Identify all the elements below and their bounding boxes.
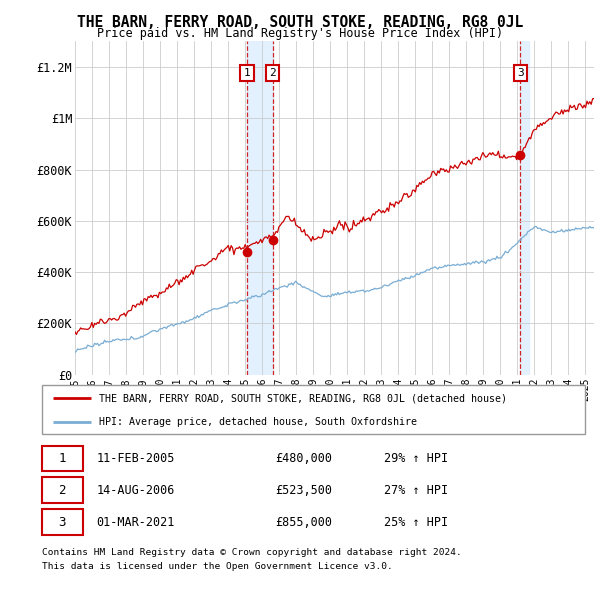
Text: 1: 1 <box>58 452 66 465</box>
Text: 11-FEB-2005: 11-FEB-2005 <box>97 452 175 465</box>
Text: Price paid vs. HM Land Registry's House Price Index (HPI): Price paid vs. HM Land Registry's House … <box>97 27 503 40</box>
Bar <box>520 41 529 375</box>
Bar <box>247 41 273 375</box>
Text: 2: 2 <box>58 484 66 497</box>
Text: 29% ↑ HPI: 29% ↑ HPI <box>384 452 448 465</box>
Text: 2: 2 <box>269 68 276 78</box>
Text: HPI: Average price, detached house, South Oxfordshire: HPI: Average price, detached house, Sout… <box>99 417 417 427</box>
Text: THE BARN, FERRY ROAD, SOUTH STOKE, READING, RG8 0JL: THE BARN, FERRY ROAD, SOUTH STOKE, READI… <box>77 15 523 30</box>
Text: THE BARN, FERRY ROAD, SOUTH STOKE, READING, RG8 0JL (detached house): THE BARN, FERRY ROAD, SOUTH STOKE, READI… <box>99 394 507 404</box>
FancyBboxPatch shape <box>42 509 83 535</box>
FancyBboxPatch shape <box>42 445 83 471</box>
Text: £480,000: £480,000 <box>275 452 332 465</box>
Text: 27% ↑ HPI: 27% ↑ HPI <box>384 484 448 497</box>
Text: 25% ↑ HPI: 25% ↑ HPI <box>384 516 448 529</box>
Text: Contains HM Land Registry data © Crown copyright and database right 2024.: Contains HM Land Registry data © Crown c… <box>42 548 462 556</box>
Text: £523,500: £523,500 <box>275 484 332 497</box>
FancyBboxPatch shape <box>42 477 83 503</box>
Text: 1: 1 <box>244 68 251 78</box>
Text: 3: 3 <box>58 516 66 529</box>
FancyBboxPatch shape <box>42 385 585 434</box>
Text: £855,000: £855,000 <box>275 516 332 529</box>
Text: 01-MAR-2021: 01-MAR-2021 <box>97 516 175 529</box>
Text: 14-AUG-2006: 14-AUG-2006 <box>97 484 175 497</box>
Text: This data is licensed under the Open Government Licence v3.0.: This data is licensed under the Open Gov… <box>42 562 393 571</box>
Text: 3: 3 <box>517 68 524 78</box>
